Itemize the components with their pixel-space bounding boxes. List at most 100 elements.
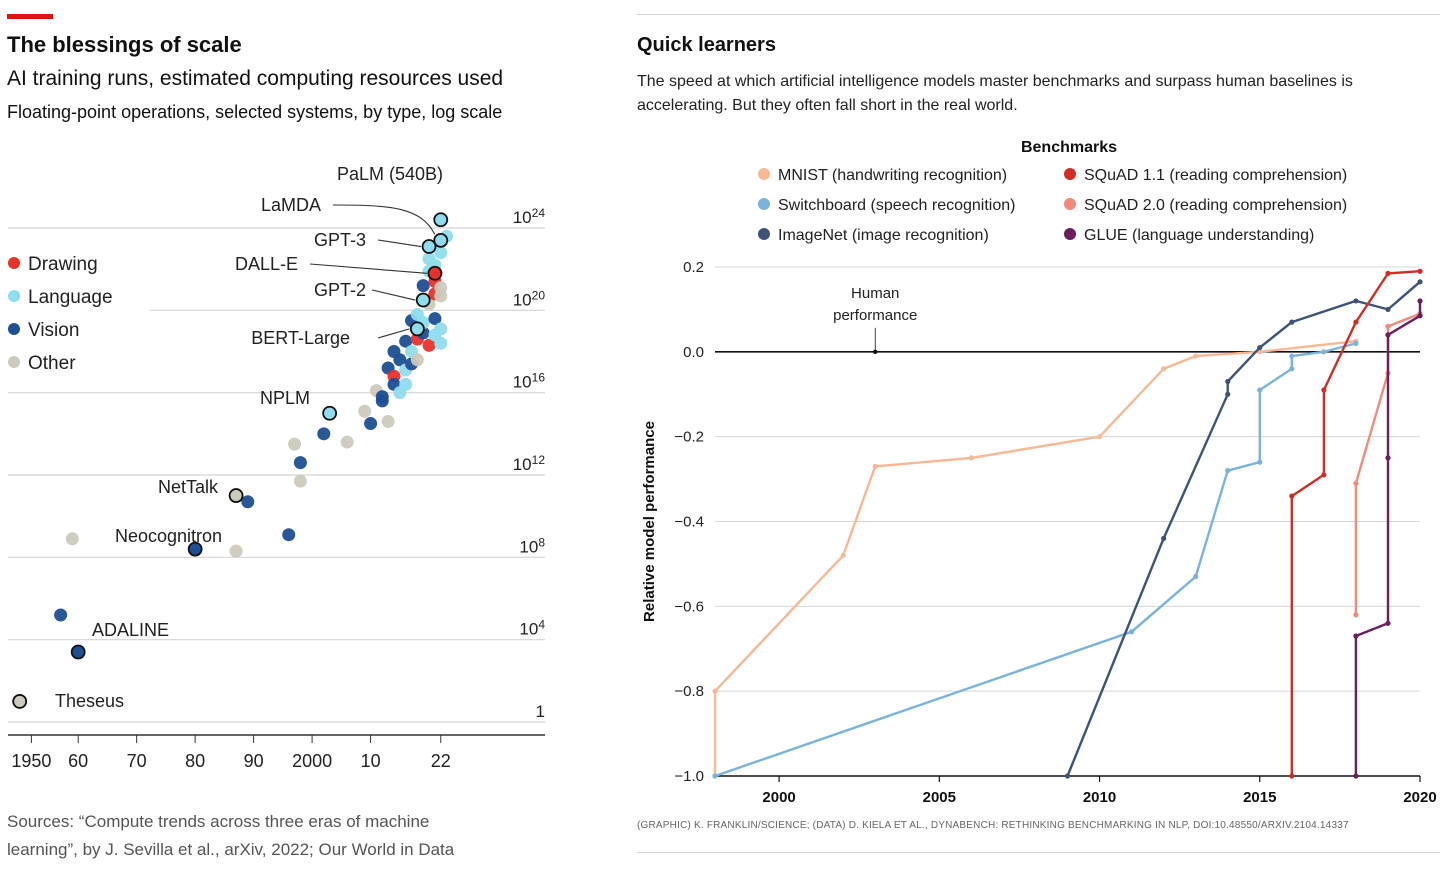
y-tick-label: −1.0 (674, 768, 704, 785)
labelled-data-point (12, 694, 28, 709)
x-tick-label: 70 (127, 751, 147, 771)
left-chart-subtitle: AI training runs, estimated computing re… (7, 67, 504, 90)
y-tick-label: −0.6 (674, 598, 704, 615)
x-tick-label: 2015 (1243, 789, 1276, 806)
series-point (968, 455, 974, 461)
data-point (54, 608, 68, 622)
series-point (1353, 480, 1359, 486)
point-label: Neocognitron (115, 526, 222, 546)
series-point (1257, 344, 1263, 351)
x-tick-label: 10 (361, 751, 381, 771)
top-rule (637, 14, 1440, 15)
x-tick-label: 2000 (292, 751, 332, 771)
series-line (714, 342, 1357, 778)
data-point (416, 279, 430, 293)
leader-line (377, 328, 410, 339)
y-tick-label: 1016 (513, 371, 546, 392)
left-chart-subtitle-2: Floating-point operations, selected syst… (7, 102, 503, 122)
point-label: BERT-Large (251, 328, 350, 348)
legend-swatch (1064, 168, 1076, 180)
data-point (381, 414, 395, 428)
data-point (428, 312, 442, 326)
leader-line (377, 239, 422, 248)
legend-label: SQuAD 1.1 (reading comprehension) (1084, 167, 1347, 184)
series-point (1096, 434, 1103, 440)
legend-label: Other (28, 353, 76, 374)
labelled-data-point (427, 265, 443, 281)
data-point (293, 456, 307, 470)
legend-label: Vision (28, 320, 79, 341)
series-point (1353, 298, 1359, 304)
labelled-data-point (228, 488, 244, 503)
series-point (712, 773, 718, 779)
labelled-data-point (433, 232, 449, 248)
series-point (1193, 574, 1199, 580)
legend-swatch (758, 198, 770, 210)
legend-swatch (8, 323, 20, 335)
point-label: DALL-E (235, 254, 298, 274)
legend-title: Benchmarks (1021, 139, 1117, 156)
point-label: NetTalk (158, 477, 219, 497)
y-tick-label: 1012 (513, 453, 546, 474)
series-point (1353, 340, 1359, 346)
point-label: Theseus (55, 691, 124, 711)
series-point (1417, 298, 1423, 304)
data-point (241, 495, 255, 509)
annotation-label-line1: Human (851, 285, 899, 302)
legend-label: Switchboard (speech recognition) (778, 197, 1015, 214)
x-tick-label: 2000 (762, 789, 795, 806)
x-tick-label: 80 (185, 751, 205, 771)
x-tick-label: 90 (244, 751, 264, 771)
annotation-label-line2: performance (833, 307, 917, 324)
point-label: GPT-2 (314, 280, 366, 300)
data-point (399, 334, 413, 348)
labelled-data-point (415, 292, 431, 308)
series-point (1128, 629, 1135, 635)
data-point (293, 474, 307, 488)
leader-line (309, 263, 427, 274)
series-point (1064, 773, 1071, 779)
series-point (1321, 472, 1327, 478)
brand-accent-bar (7, 14, 53, 19)
leader-line (332, 204, 436, 235)
data-point (434, 322, 448, 336)
series-point (1289, 493, 1295, 499)
data-point (434, 281, 448, 295)
series-point (1225, 391, 1231, 397)
y-tick-label: −0.2 (674, 429, 704, 446)
legend-swatch (758, 228, 770, 240)
y-tick-label: 108 (519, 535, 545, 556)
data-point (434, 246, 448, 260)
point-label: GPT-3 (314, 230, 366, 250)
series-line (1354, 300, 1422, 776)
y-tick-label: 0.0 (683, 344, 704, 361)
y-tick-label: 1024 (513, 206, 546, 227)
series-line (1066, 280, 1421, 777)
x-tick-label: 22 (431, 751, 451, 771)
labelled-data-point (433, 212, 449, 228)
series-point (1161, 535, 1167, 542)
series-point (1353, 612, 1359, 618)
series-point (1321, 387, 1327, 393)
series-point (1353, 319, 1359, 325)
labelled-data-point (70, 644, 86, 660)
x-tick-label: 2010 (1083, 789, 1116, 806)
leader-line (371, 289, 416, 301)
right-chart-credit: (GRAPHIC) K. FRANKLIN/SCIENCE; (DATA) D.… (637, 820, 1349, 831)
bottom-rule (637, 852, 1440, 853)
data-point (282, 528, 296, 542)
series-point (1417, 268, 1423, 274)
series-point (1385, 332, 1391, 338)
series-point (1289, 366, 1295, 372)
data-point (229, 544, 243, 558)
series-point (1385, 620, 1391, 626)
legend-swatch (8, 356, 20, 368)
x-tick-label: 60 (68, 751, 88, 771)
data-point (393, 353, 407, 367)
series-point (1385, 455, 1391, 461)
y-tick-label: 1020 (513, 288, 546, 309)
legend-label: SQuAD 2.0 (reading comprehension) (1084, 197, 1347, 214)
series-point (1193, 353, 1199, 359)
data-point (434, 336, 448, 350)
x-tick-label: 2020 (1403, 789, 1436, 806)
